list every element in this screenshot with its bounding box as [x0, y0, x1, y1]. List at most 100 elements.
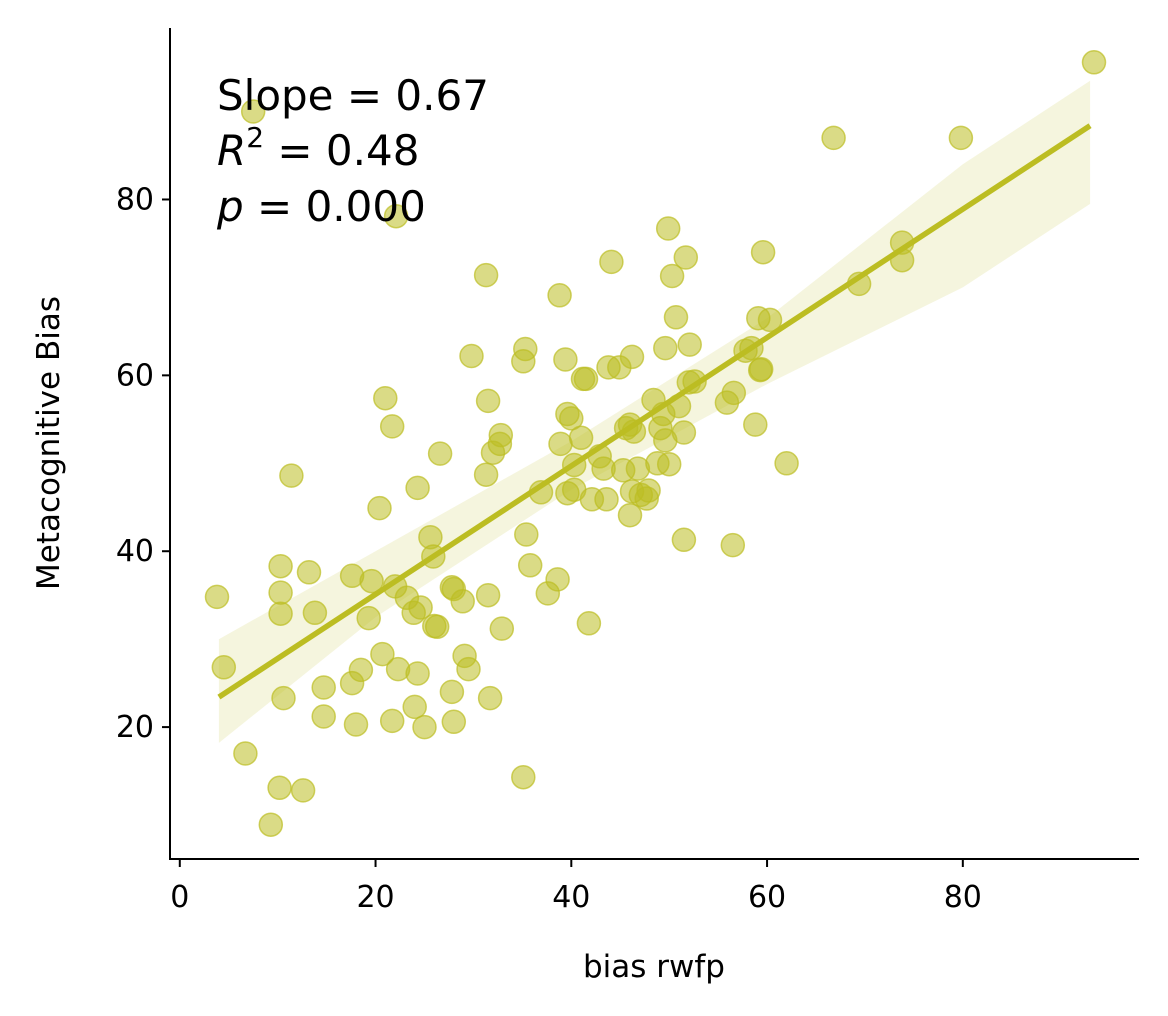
data-point: [356, 605, 381, 631]
data-point: [548, 431, 573, 457]
y-axis-label: Metacognitive Bias: [31, 296, 67, 590]
data-point: [370, 641, 395, 667]
data-point: [599, 249, 624, 275]
data-point: [204, 584, 230, 610]
data-point: [296, 560, 322, 585]
data-point: [656, 451, 682, 477]
y-tick-label: 80: [116, 182, 154, 217]
data-point: [359, 568, 384, 594]
data-point: [721, 380, 747, 406]
data-point: [720, 532, 746, 558]
data-point: [379, 708, 405, 734]
data-point: [663, 305, 689, 330]
data-point: [517, 553, 543, 578]
data-point: [757, 307, 783, 333]
data-point: [379, 414, 405, 439]
data-point: [748, 356, 774, 382]
r-squared-symbol: R: [217, 126, 246, 175]
data-point: [774, 451, 799, 476]
slope-annotation: Slope = 0.67: [217, 71, 489, 120]
regression-line: [217, 123, 1092, 700]
data-point: [258, 812, 284, 837]
r-squared-exponent: 2: [246, 121, 264, 154]
data-point: [473, 462, 499, 487]
data-point: [677, 332, 702, 357]
data-point: [348, 657, 374, 683]
data-point: [311, 675, 336, 700]
data-point: [424, 614, 450, 640]
data-point: [659, 263, 685, 289]
x-axis-label: bias rwfp: [583, 949, 725, 985]
data-point: [576, 611, 602, 636]
p-value-value: = 0.000: [244, 182, 426, 231]
data-point: [573, 366, 599, 392]
data-point: [743, 412, 768, 437]
data-point: [511, 764, 536, 790]
p-value-symbol: p: [216, 182, 244, 231]
data-point: [450, 589, 475, 614]
data-point: [671, 527, 697, 553]
data-point: [671, 420, 697, 445]
x-tick-label: 60: [748, 880, 786, 915]
data-point: [619, 344, 645, 370]
data-point: [268, 580, 293, 605]
data-point: [383, 203, 409, 229]
data-point: [267, 775, 292, 801]
data-point: [948, 125, 974, 151]
x-tick-label: 40: [552, 880, 590, 915]
data-point: [211, 655, 237, 680]
data-point: [547, 283, 572, 308]
p-value-annotation: p = 0.000: [216, 182, 426, 231]
data-point: [373, 385, 398, 411]
data-point: [290, 778, 316, 803]
data-point: [475, 582, 501, 608]
data-point: [673, 245, 699, 270]
r-squared-value: = 0.48: [264, 126, 419, 175]
data-point: [636, 478, 661, 503]
data-point: [553, 347, 578, 372]
data-point: [441, 709, 467, 735]
data-point: [489, 616, 515, 641]
y-tick-label: 60: [116, 358, 154, 393]
data-point: [402, 694, 427, 720]
data-point: [412, 714, 437, 740]
data-point: [311, 704, 336, 729]
data-point: [473, 262, 499, 288]
data-point: [568, 425, 594, 451]
data-point: [279, 463, 304, 488]
data-point: [559, 406, 584, 431]
data-point: [268, 601, 293, 626]
data-point: [594, 487, 619, 512]
data-point: [240, 99, 266, 124]
data-point: [477, 685, 503, 711]
x-tick-label: 20: [356, 880, 394, 915]
data-point: [343, 712, 369, 737]
ticks-layer: 0 20 40 60 80 20 40 60 80: [116, 182, 982, 915]
data-point: [653, 335, 678, 361]
data-point: [456, 656, 481, 682]
data-point: [439, 679, 465, 705]
x-tick-label: 0: [170, 880, 189, 915]
data-point: [427, 441, 453, 466]
data-point: [408, 595, 433, 620]
data-point: [459, 343, 484, 369]
data-point: [655, 216, 681, 241]
data-point: [488, 422, 514, 448]
data-point: [271, 685, 296, 711]
data-point: [302, 600, 328, 626]
data-point: [405, 661, 430, 686]
data-point: [513, 336, 538, 362]
y-tick-label: 40: [116, 534, 154, 569]
x-tick-label: 80: [944, 880, 982, 915]
regression-line-layer: [217, 123, 1092, 700]
data-point: [545, 567, 570, 592]
data-point: [268, 553, 293, 579]
data-point: [1081, 50, 1107, 75]
y-tick-label: 20: [116, 710, 154, 745]
data-point: [475, 388, 501, 414]
data-point: [750, 239, 776, 265]
data-point: [367, 495, 392, 521]
r-squared-annotation: R2 = 0.48: [217, 121, 419, 175]
data-point: [405, 475, 430, 501]
